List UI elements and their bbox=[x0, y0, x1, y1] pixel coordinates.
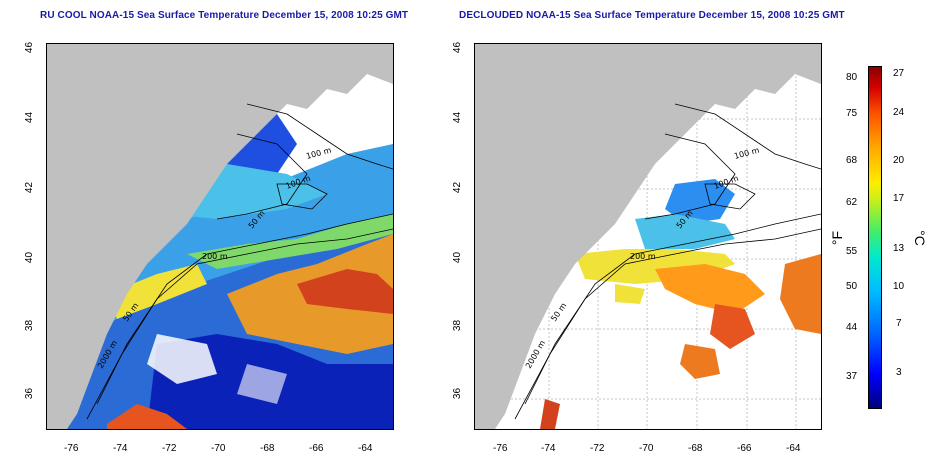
lat-tick-right: 40 bbox=[452, 251, 464, 264]
lat-tick-right: 42 bbox=[452, 181, 464, 194]
contour-label: 100 m bbox=[733, 146, 760, 161]
temperature-colorbar bbox=[868, 66, 882, 409]
lat-tick-right: 46 bbox=[452, 41, 464, 54]
fahrenheit-tick: 50 bbox=[846, 281, 858, 292]
lon-tick-right: -64 bbox=[786, 443, 801, 454]
fahrenheit-tick: 37 bbox=[846, 371, 858, 382]
land-mass-left bbox=[47, 44, 393, 429]
lon-tick-left: -64 bbox=[358, 443, 373, 454]
left-map-title: RU COOL NOAA-15 Sea Surface Temperature … bbox=[40, 10, 409, 21]
fahrenheit-tick: 80 bbox=[846, 72, 858, 83]
right-map-canvas: 100 m 100 m 50 m 200 m 50 m 2000 m bbox=[475, 44, 821, 429]
lon-tick-right: -70 bbox=[639, 443, 654, 454]
lon-tick-right: -66 bbox=[737, 443, 752, 454]
lon-tick-left: -70 bbox=[211, 443, 226, 454]
right-sst-map: 100 m 100 m 50 m 200 m 50 m 2000 m bbox=[474, 43, 822, 430]
lat-tick-right: 38 bbox=[452, 319, 464, 332]
contour-label: 50 m bbox=[549, 301, 568, 323]
celsius-tick: 27 bbox=[893, 68, 905, 79]
lon-tick-right: -68 bbox=[688, 443, 703, 454]
land-mass-right bbox=[475, 44, 821, 429]
lat-tick-left: 42 bbox=[24, 181, 36, 194]
lon-tick-left: -66 bbox=[309, 443, 324, 454]
fahrenheit-tick: 55 bbox=[846, 246, 858, 257]
celsius-tick: 10 bbox=[893, 281, 905, 292]
lon-tick-right: -74 bbox=[541, 443, 556, 454]
bathymetry-contours-right bbox=[514, 103, 821, 420]
celsius-tick: 7 bbox=[896, 318, 902, 329]
lat-tick-left: 44 bbox=[24, 111, 36, 124]
contour-label: 100 m bbox=[305, 146, 332, 161]
left-map-canvas: 100 m 100 m 50 m 200 m 50 m 2000 m bbox=[47, 44, 393, 429]
left-sst-map: 100 m 100 m 50 m 200 m 50 m 2000 m bbox=[46, 43, 394, 430]
lat-tick-left: 46 bbox=[24, 41, 36, 54]
lat-tick-left: 38 bbox=[24, 319, 36, 332]
lon-tick-right: -76 bbox=[493, 443, 508, 454]
celsius-unit-label: °C bbox=[911, 230, 928, 246]
lon-tick-left: -74 bbox=[113, 443, 128, 454]
lon-tick-left: -76 bbox=[64, 443, 79, 454]
lon-tick-left: -72 bbox=[162, 443, 177, 454]
fahrenheit-tick: 62 bbox=[846, 197, 858, 208]
celsius-tick: 24 bbox=[893, 107, 905, 118]
lat-tick-right: 44 bbox=[452, 111, 464, 124]
lat-tick-right: 36 bbox=[452, 387, 464, 400]
right-map-title: DECLOUDED NOAA-15 Sea Surface Temperatur… bbox=[459, 10, 845, 21]
bathymetry-contours-left bbox=[86, 103, 393, 420]
celsius-tick: 17 bbox=[893, 193, 905, 204]
contour-label: 200 m bbox=[202, 252, 228, 261]
lon-tick-left: -68 bbox=[260, 443, 275, 454]
fahrenheit-tick: 44 bbox=[846, 322, 858, 333]
fahrenheit-unit-label: °F bbox=[829, 230, 846, 246]
lat-tick-left: 40 bbox=[24, 251, 36, 264]
contour-label: 200 m bbox=[630, 252, 656, 261]
celsius-tick: 20 bbox=[893, 155, 905, 166]
celsius-tick: 13 bbox=[893, 243, 905, 254]
fahrenheit-tick: 75 bbox=[846, 108, 858, 119]
lat-tick-left: 36 bbox=[24, 387, 36, 400]
sst-pixels-right bbox=[540, 179, 821, 429]
lon-tick-right: -72 bbox=[590, 443, 605, 454]
fahrenheit-tick: 68 bbox=[846, 155, 858, 166]
celsius-tick: 3 bbox=[896, 367, 902, 378]
